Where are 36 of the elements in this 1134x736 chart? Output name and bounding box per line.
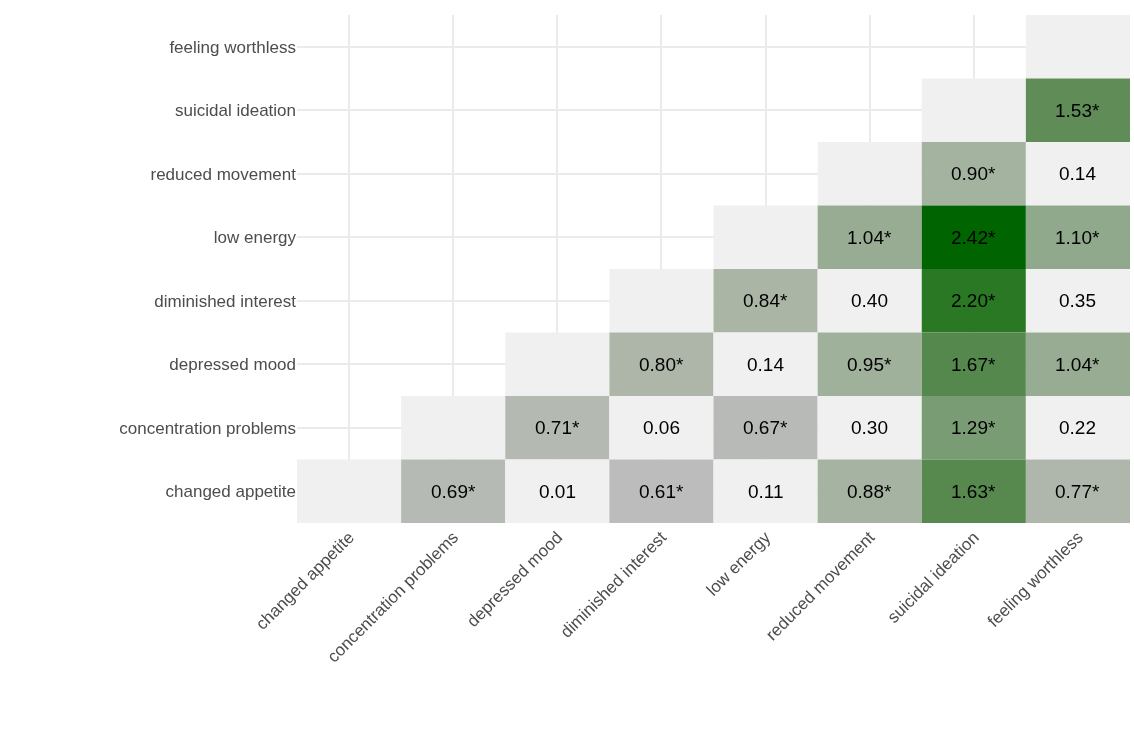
y-tick-label: suicidal ideation <box>175 101 296 121</box>
data-label: 0.90* <box>951 163 996 184</box>
data-label: 2.20* <box>951 290 996 311</box>
y-tick-label: feeling worthless <box>169 37 296 57</box>
y-tick-label: diminished interest <box>154 291 297 311</box>
data-label: 0.88* <box>847 481 892 502</box>
data-label: 0.14 <box>1059 163 1097 184</box>
data-label: 0.95* <box>847 354 892 375</box>
y-tick-label: low energy <box>213 228 297 248</box>
data-label: 0.40 <box>851 290 888 311</box>
data-label: 0.14 <box>747 354 785 375</box>
data-label: 2.42* <box>951 227 996 248</box>
data-label: 0.84* <box>743 290 788 311</box>
data-label: 1.63* <box>951 481 996 502</box>
data-label: 1.53* <box>1055 100 1100 121</box>
data-label: 0.22 <box>1059 417 1096 438</box>
y-tick-label: depressed mood <box>169 355 296 375</box>
data-label: 1.04* <box>1055 354 1100 375</box>
data-label: 1.10* <box>1055 227 1100 248</box>
data-label: 0.69* <box>431 481 476 502</box>
data-label: 0.77* <box>1055 481 1100 502</box>
data-label: 0.35 <box>1059 290 1096 311</box>
data-label: 0.71* <box>535 417 580 438</box>
data-label: 0.30 <box>851 417 888 438</box>
data-label: 0.01 <box>539 481 576 502</box>
y-tick-label: reduced movement <box>150 164 297 184</box>
data-label: 0.67* <box>743 417 788 438</box>
data-label: 0.80* <box>639 354 684 375</box>
data-label: 1.29* <box>951 417 996 438</box>
data-label: 1.67* <box>951 354 996 375</box>
y-tick-label: changed appetite <box>165 482 296 502</box>
data-label: 1.04* <box>847 227 892 248</box>
data-label: 0.61* <box>639 481 684 502</box>
data-label: 0.11 <box>748 481 784 502</box>
y-tick-label: concentration problems <box>119 418 296 438</box>
data-label: 0.06 <box>643 417 680 438</box>
